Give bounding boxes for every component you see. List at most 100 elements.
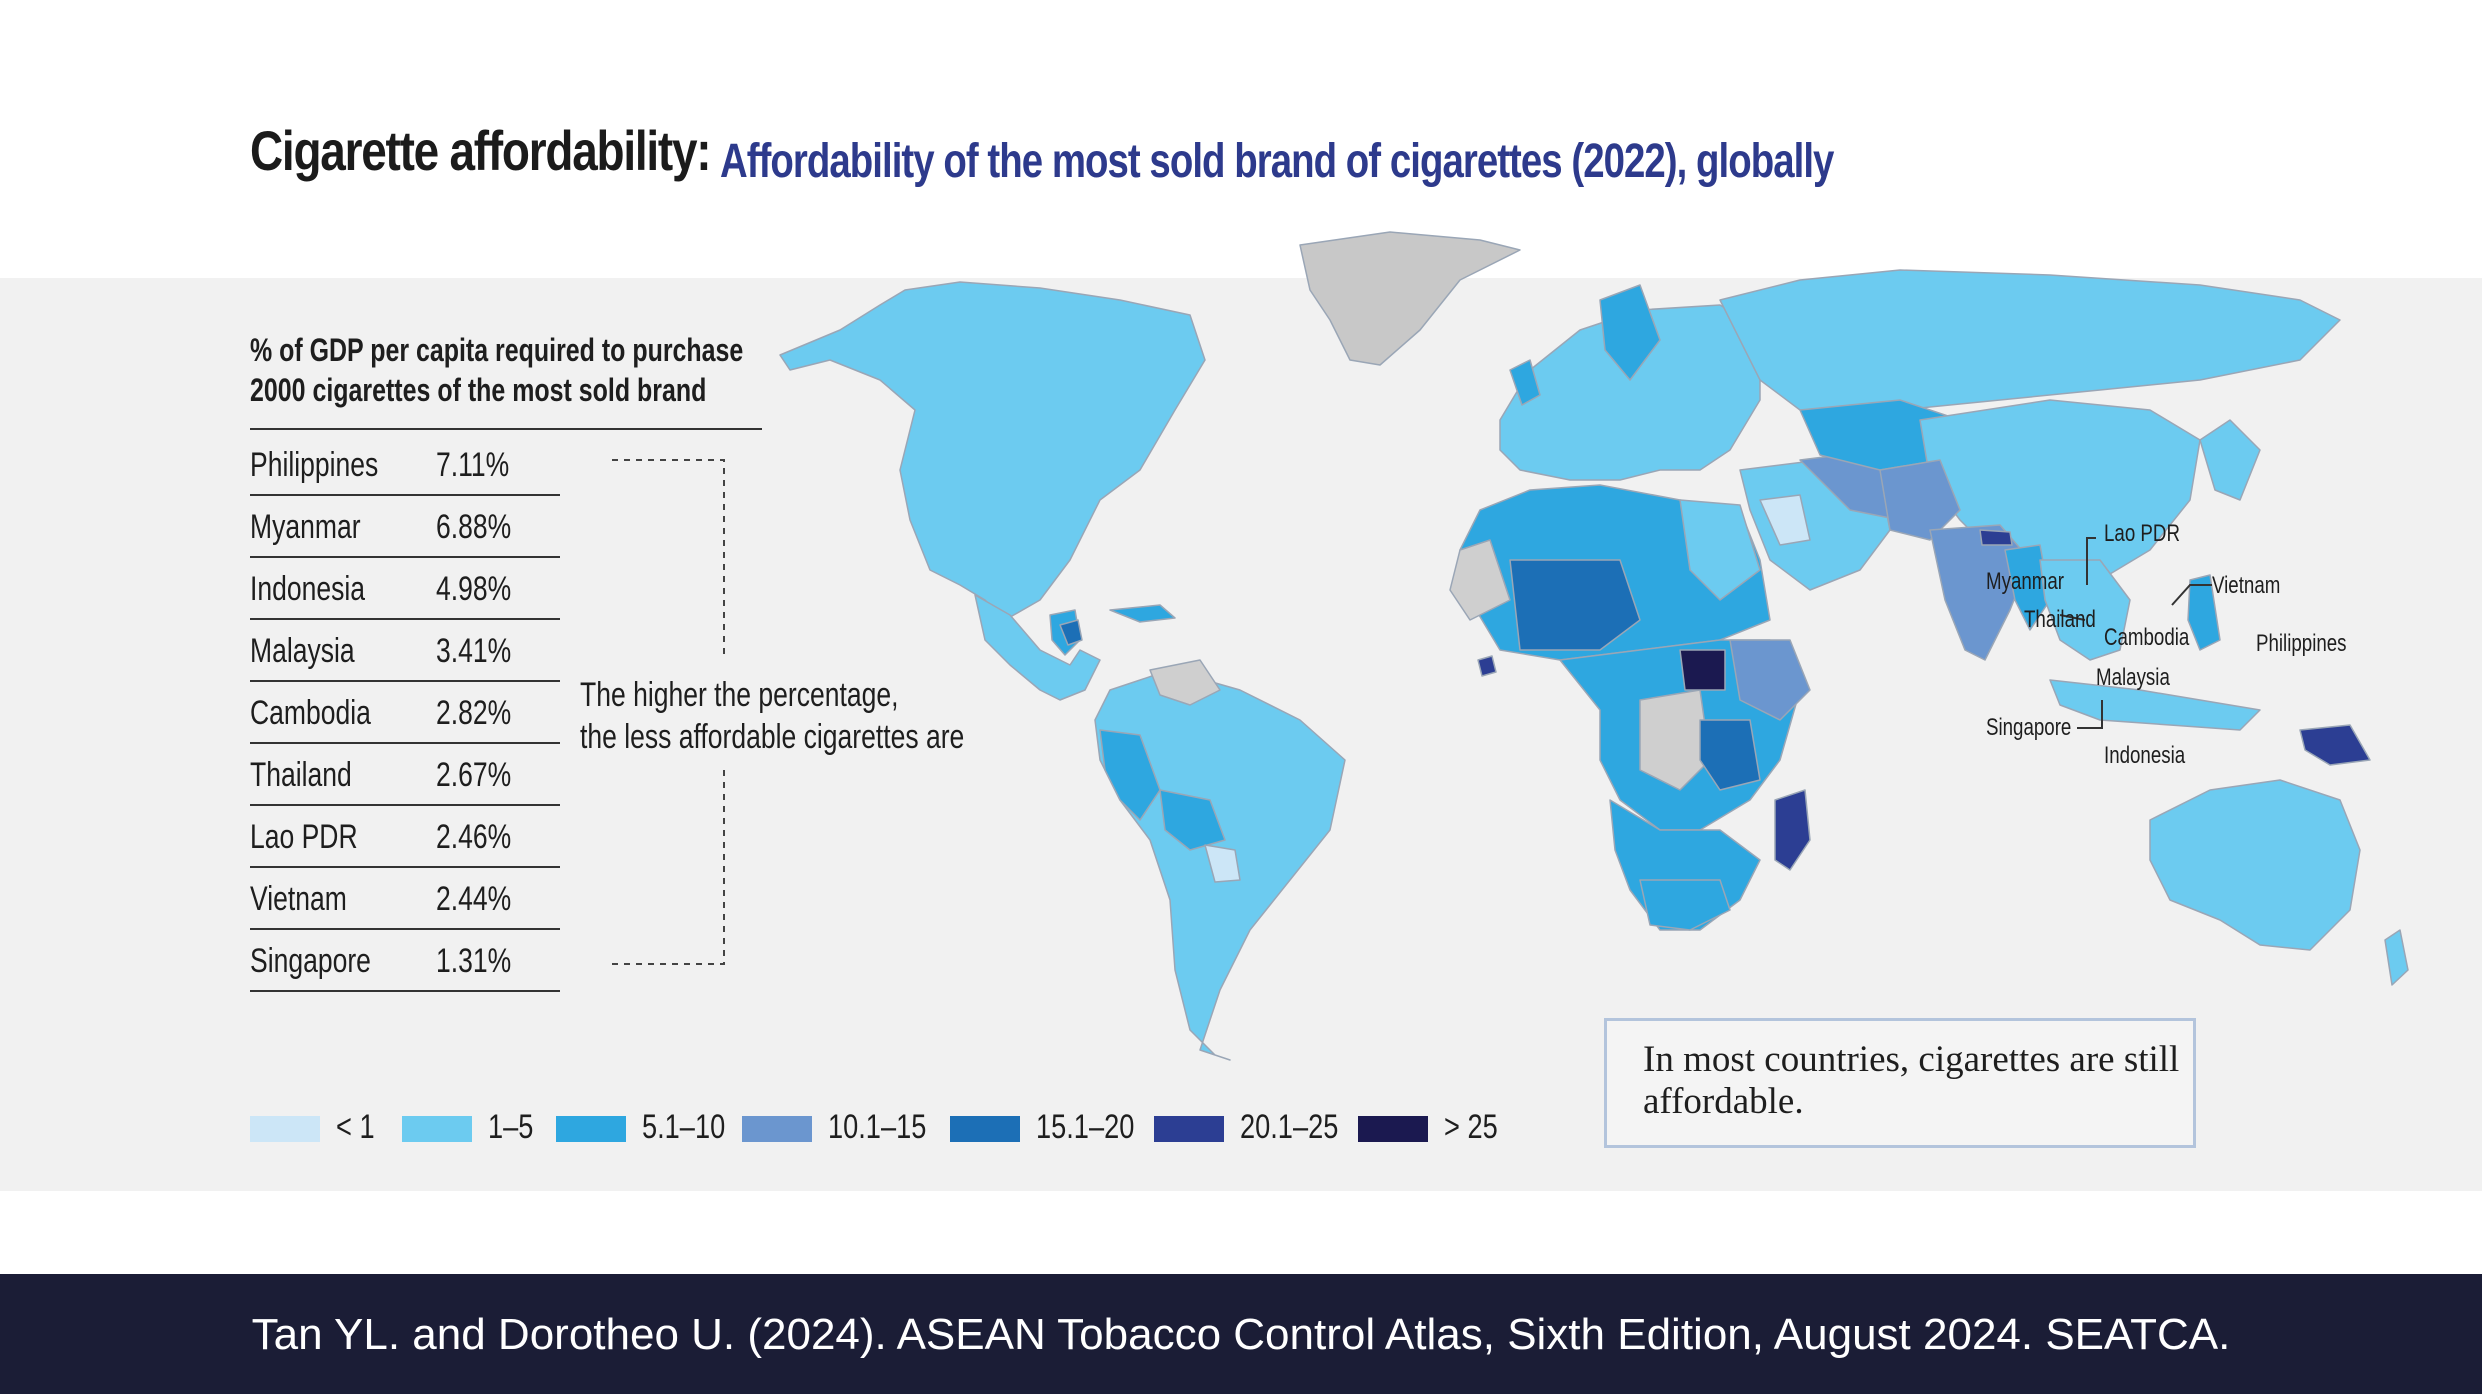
legend-label: < 1 (336, 1108, 375, 1146)
callout-text: In most countries, cigarettes are still … (1643, 1039, 2180, 1122)
table-row: Indonesia 4.98% (250, 558, 560, 620)
label-cambodia: Cambodia (2104, 624, 2190, 651)
table-row: Malaysia 3.41% (250, 620, 560, 682)
leader-vietnam (2171, 584, 2212, 606)
table-row: Cambodia 2.82% (250, 682, 560, 744)
legend-swatch (250, 1116, 320, 1142)
southeast-asia (2039, 559, 2131, 661)
ranking-heading: % of GDP per capita required to purchase… (250, 330, 744, 410)
new-zealand (2384, 929, 2409, 986)
country-name: Cambodia (250, 694, 371, 732)
table-row: Philippines 7.11% (250, 434, 560, 496)
label-myanmar: Myanmar (1986, 568, 2065, 595)
west-coast-spot (1477, 655, 1497, 677)
country-name: Singapore (250, 942, 371, 980)
legend-label: 10.1–15 (828, 1108, 927, 1146)
country-value: 2.82% (436, 694, 512, 732)
country-value: 3.41% (436, 632, 512, 670)
mexico (974, 594, 1101, 701)
paraguay (1204, 844, 1241, 883)
label-lao: Lao PDR (2104, 520, 2180, 547)
legend-label: 1–5 (488, 1108, 534, 1146)
country-value: 1.31% (436, 942, 512, 980)
country-value: 4.98% (436, 570, 512, 608)
leader-thailand (2059, 614, 2086, 621)
legend-label: > 25 (1444, 1108, 1498, 1146)
legend-label: 15.1–20 (1036, 1108, 1135, 1146)
ranking-heading-line1: % of GDP per capita required to purchase (250, 332, 744, 368)
sahel (1509, 559, 1641, 651)
leader-lao (2086, 537, 2096, 585)
drc-nodata (1639, 689, 1711, 791)
russia (1719, 269, 2341, 411)
legend-swatch (556, 1116, 626, 1142)
country-name: Myanmar (250, 508, 361, 546)
scandinavia (1599, 284, 1661, 381)
legend-swatch (950, 1116, 1020, 1142)
label-philippines: Philippines (2256, 630, 2347, 657)
table-row: Myanmar 6.88% (250, 496, 560, 558)
legend-label: 20.1–25 (1240, 1108, 1339, 1146)
country-value: 2.44% (436, 880, 512, 918)
papua (2299, 724, 2371, 766)
uk (1509, 359, 1541, 406)
pakistan-afghan (1879, 459, 1961, 541)
egypt-sudan (1679, 499, 1761, 601)
country-value: 2.46% (436, 818, 512, 856)
guatemala-honduras (1059, 619, 1083, 646)
country-name: Philippines (250, 446, 379, 484)
madagascar (1774, 789, 1811, 871)
legend-swatch (402, 1116, 472, 1142)
legend-swatch (742, 1116, 812, 1142)
table-row: Singapore 1.31% (250, 930, 560, 992)
note-text: The higher the percentage, the less affo… (580, 674, 964, 758)
label-vietnam: Vietnam (2212, 572, 2281, 599)
label-indonesia: Indonesia (2104, 742, 2186, 769)
tanzania (1699, 719, 1761, 791)
myanmar (2004, 544, 2051, 631)
ranking-heading-line2: 2000 cigarettes of the most sold brand (250, 372, 707, 408)
japan-korea (2199, 419, 2261, 501)
note-line2: the less affordable cigarettes are (580, 718, 965, 756)
india (1929, 524, 2031, 661)
note-line1: The higher the percentage, (580, 676, 899, 714)
venezuela-guyana (1149, 659, 1221, 706)
country-name: Lao PDR (250, 818, 358, 856)
country-value: 7.11% (436, 446, 510, 484)
greenland (1299, 231, 1521, 366)
south-sudan (1679, 649, 1726, 691)
caribbean (1109, 604, 1176, 623)
label-malaysia: Malaysia (2096, 664, 2170, 691)
west-africa-nodata (1449, 539, 1511, 621)
country-name: Malaysia (250, 632, 355, 670)
legend-swatch (1154, 1116, 1224, 1142)
europe (1499, 304, 1761, 481)
bracket-top (612, 459, 725, 660)
ranking-rule (250, 428, 762, 430)
bracket-bottom (612, 770, 725, 965)
country-name: Vietnam (250, 880, 347, 918)
australia (2149, 779, 2361, 951)
legend-label: 5.1–10 (642, 1108, 726, 1146)
ranking-table: Philippines 7.11% Myanmar 6.88% Indonesia 4… (250, 434, 560, 992)
table-row: Thailand 2.67% (250, 744, 560, 806)
saudi-light (1759, 494, 1811, 546)
country-value: 2.67% (436, 756, 512, 794)
callout-box: In most countries, cigarettes are still … (1604, 1018, 2196, 1148)
table-row: Vietnam 2.44% (250, 868, 560, 930)
label-singapore: Singapore (1986, 714, 2072, 741)
page-title: Cigarette affordability: (250, 119, 712, 182)
source-citation: Tan YL. and Dorotheo U. (2024). ASEAN To… (251, 1310, 2231, 1359)
country-name: Thailand (250, 756, 352, 794)
label-thailand: Thailand (2024, 606, 2096, 633)
page-subtitle: Affordability of the most sold brand of … (720, 135, 1834, 188)
south-africa (1639, 879, 1731, 931)
peru (1099, 729, 1161, 821)
bangladesh-bhutan (1979, 529, 2013, 546)
table-row: Lao PDR 2.46% (250, 806, 560, 868)
leader-singapore (2077, 700, 2103, 729)
country-name: Indonesia (250, 570, 366, 608)
